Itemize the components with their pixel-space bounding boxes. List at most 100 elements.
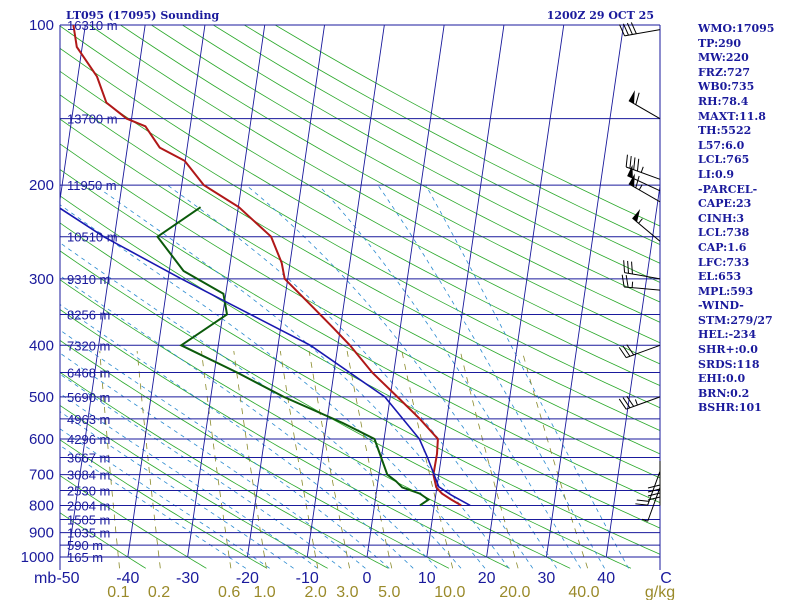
isotherm [486,25,565,558]
wind-barb-feather [625,154,628,168]
dry-adiabat [60,169,660,504]
mixing-ratio-tick-label: 2.0 [305,584,327,600]
mixing-ratio-line [99,350,120,569]
index-item: MPL:593 [698,284,754,298]
mixing-ratio-line [279,350,319,569]
temp-tick-label: 20 [478,570,496,587]
index-item: TP:290 [698,36,742,50]
dry-adiabat [151,25,660,303]
index-item: MAXT:11.8 [698,109,766,123]
dry-adiabat [60,70,660,409]
wind-barb [632,208,661,242]
dry-adiabat [60,339,450,569]
pressure-label: 800 [29,497,54,514]
wind-barb-staff [647,487,661,522]
mixing-ratio-labels: 0.1 0.2 0.6 1.0 2.0 3.0 5.0 10.0 20.0 40.0 g/kg [107,584,675,600]
height-label: 2004 m [67,498,110,513]
wind-barb [621,274,661,291]
moist-adiabat [60,392,318,569]
moist-adiabat [60,329,390,569]
mixing-ratio-line [233,350,267,569]
wind-barb-flag [628,173,635,187]
index-item: LI:0.9 [698,167,735,181]
isotherm [127,25,206,558]
wind-barb-feather [635,175,640,188]
wind-barb-half-feather [638,218,643,224]
pressure-label: 300 [29,271,54,288]
sounding-title: LT095 (17095) Sounding [66,9,219,22]
temp-tick-label: 10 [418,570,436,587]
index-item: LFC:733 [698,255,750,269]
pressure-label: 700 [29,467,54,484]
parcel-profile [60,207,471,507]
height-label: 5690 m [67,390,110,405]
index-item: WB0:735 [698,80,755,94]
pressure-label: 600 [29,431,54,448]
pressure-axis-labels: 100 16310 m 13700 m 200 11950 m 10510 m 300 931… [21,17,118,566]
wind-barb-feather [629,155,632,169]
mixing-ratio-line [201,350,232,569]
wind-barb-feather [625,275,629,288]
index-item: EL:653 [698,270,742,284]
wind-barb-feather [622,23,629,36]
wind-barb [618,395,661,410]
wind-barb-feather [636,499,650,502]
isotherm [605,182,660,558]
mixing-ratio-tick-label: 0.6 [218,584,240,600]
index-item: MW:220 [698,51,749,65]
temp-tick-label: -30 [176,570,199,587]
temp-tick-label: -10 [296,570,319,587]
index-item: BSHR:101 [698,401,762,415]
height-label: 3084 m [67,468,110,483]
index-item: -WIND- [698,299,744,313]
isotherm [187,25,266,558]
height-label: 9310 m [67,272,110,287]
temp-tick-label: C [660,570,672,587]
mixing-ratio-line [521,350,588,569]
moist-adiabat [60,411,294,569]
isotherm [246,25,325,558]
wind-barb [618,344,661,359]
wind-barbs [618,22,661,522]
temp-tick-label: -50 [56,570,79,587]
height-label: 165 m [67,550,103,565]
dry-adiabat [60,143,660,479]
mixing-ratio-tick-label: 0.1 [107,584,129,600]
moist-adiabat [94,184,510,569]
dry-adiabat [60,25,660,365]
dry-adiabat [60,94,660,431]
index-item: RH:78.4 [698,94,749,108]
wind-barb-staff [624,29,661,37]
moist-adiabat [377,184,605,569]
wind-barb-staff [626,396,661,410]
wind-barb-feather [621,274,625,288]
temp-tick-label: -20 [236,570,259,587]
sounding-time: 1200Z 29 OCT 25 [547,9,654,22]
wind-barb [628,173,661,203]
height-label: 4963 m [67,412,110,427]
dry-adiabat [60,250,632,569]
dry-adiabat [60,439,268,569]
wind-barb-feather [623,260,626,273]
wind-barb-half-feather [640,166,644,173]
height-label: 6468 m [67,366,110,381]
wind-barb-half-feather [634,399,638,406]
mixing-ratio-tick-label: 3.0 [336,584,358,600]
wind-barb-feather [618,398,627,410]
pressure-label: 1000 [21,549,54,566]
pressure-label: 500 [29,389,54,406]
sounding-profiles [60,25,471,507]
height-label: 1035 m [67,526,110,541]
wind-barb [623,260,661,280]
isotherm [0,25,26,557]
height-label: 4296 m [67,432,110,447]
isotherm [366,25,445,558]
index-item: CAPE:23 [698,197,752,211]
wind-barb-staff [624,272,661,280]
dry-adiabat [182,25,660,283]
height-label: 10510 m [67,230,118,245]
height-label: 11950 m [67,178,117,193]
height-label: 1505 m [67,512,110,527]
dry-adiabat [89,25,660,344]
